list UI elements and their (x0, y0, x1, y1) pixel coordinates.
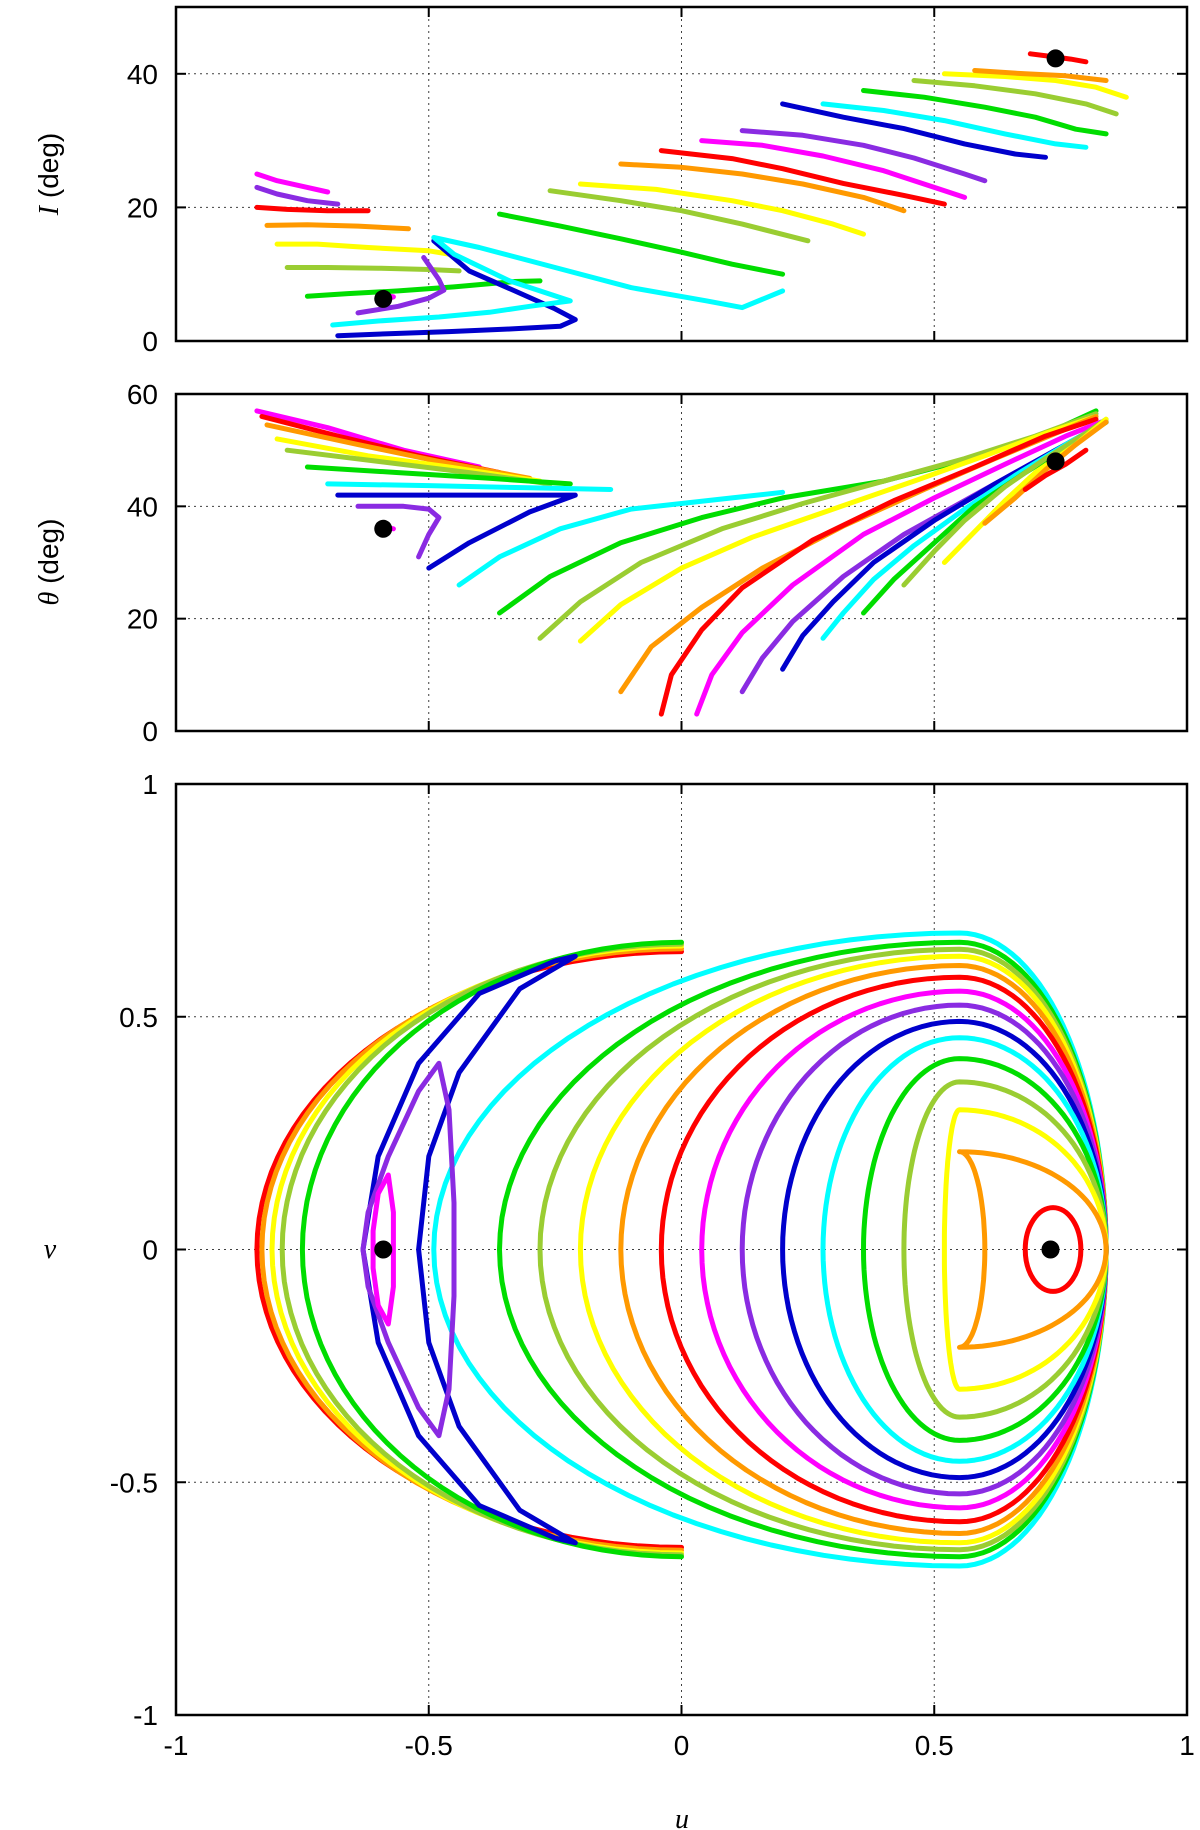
phase-plane-y-tick-label: -1 (133, 1700, 158, 1731)
phase-plane-closed-curve (370, 1172, 396, 1327)
inclination-series-line (941, 71, 1129, 100)
inclination-series-line (547, 188, 811, 244)
phase-plane-y-axis-label: v (44, 1234, 57, 1265)
inclination-y-tick-label: 40 (127, 59, 158, 90)
inclination-equilibrium-point (1046, 49, 1065, 68)
inclination-curves (254, 51, 1129, 339)
inclination-series-line (355, 255, 447, 316)
phase-plane-y-tick-label: 0 (142, 1235, 158, 1266)
inclination-series-line (780, 101, 1048, 160)
inclination-series-line (739, 128, 988, 184)
obliquity-panel: 0 20 40 60 θ (deg) (33, 379, 1189, 747)
obliquity-series-line (325, 481, 614, 492)
inclination-series-line (264, 222, 411, 232)
phase-plane-x-axis-label: u (675, 1804, 689, 1830)
inclination-y-tick-label: 0 (142, 326, 158, 357)
inclination-series-line (911, 78, 1119, 117)
obliquity-series-line (982, 419, 1109, 526)
inclination-markers (374, 49, 1065, 308)
obliquity-grid (176, 394, 1187, 731)
obliquity-series-line (456, 489, 786, 588)
phase-plane-x-tick-label: 0 (674, 1730, 690, 1761)
phase-plane-level-curve (739, 1002, 1109, 1497)
phase-plane-y-tick-label: 0.5 (119, 1002, 158, 1033)
phase-plane-level-curve (957, 1149, 1109, 1350)
inclination-series-line (284, 265, 462, 274)
inclination-series-line (972, 68, 1109, 83)
phase-plane-closed-curve (360, 1060, 457, 1439)
phase-plane-x-tick-label: -0.5 (405, 1730, 453, 1761)
phase-plane-level-curve (299, 939, 684, 1560)
inclination-series-line (254, 171, 331, 195)
inclination-series-line (577, 181, 866, 237)
inclination-series-line (497, 211, 786, 277)
phase-plane-panel: -1 -0.5 0 0.5 1 -1 -0.5 0 0.5 1 v u (44, 769, 1195, 1830)
phase-plane-closed-curve (1022, 1205, 1084, 1294)
obliquity-series-line (304, 464, 573, 487)
obliquity-markers (374, 452, 1065, 538)
phase-plane-y-tick-label: -0.5 (110, 1467, 158, 1498)
inclination-panel: 0 20 40 I (deg) (33, 5, 1189, 357)
obliquity-equilibrium-point (374, 519, 393, 538)
obliquity-series-line (658, 416, 1099, 717)
phase-plane-equilibrium-point (1041, 1240, 1060, 1259)
obliquity-y-tick-label: 60 (127, 379, 158, 410)
inclination-series-line (618, 161, 907, 214)
obliquity-ticks: 0 20 40 60 (127, 379, 1188, 747)
inclination-series-line (335, 238, 578, 339)
obliquity-curves (254, 408, 1109, 717)
inclination-y-axis-label: I (deg) (33, 133, 65, 216)
phase-plane-grid (176, 784, 1187, 1715)
obliquity-y-tick-label: 0 (142, 716, 158, 747)
phase-plane-level-curve (820, 1035, 1109, 1464)
obliquity-series-line (694, 419, 1104, 717)
inclination-equilibrium-point (374, 289, 393, 308)
phase-plane-level-curve (861, 1056, 1109, 1443)
phase-plane-level-curve (279, 941, 684, 1558)
obliquity-y-tick-label: 40 (127, 491, 158, 522)
inclination-series-line (699, 138, 968, 200)
obliquity-series-line (335, 492, 578, 571)
inclination-series-line (820, 101, 1089, 150)
inclination-series-line (274, 241, 452, 257)
obliquity-y-tick-label: 20 (127, 604, 158, 635)
phase-plane-markers (374, 1240, 1060, 1259)
inclination-series-line (254, 204, 371, 214)
phase-plane-curves (254, 930, 1109, 1569)
inclination-y-tick-label: 20 (127, 192, 158, 223)
inclination-series-line (254, 184, 341, 207)
obliquity-series-line (577, 414, 1099, 644)
phase-plane-equilibrium-point (374, 1240, 393, 1259)
phase-plane-level-curve (780, 1018, 1109, 1481)
inclination-series-line (658, 148, 947, 207)
inclination-series-line (330, 235, 786, 328)
phase-plane-x-tick-label: 1 (1179, 1730, 1195, 1761)
phase-plane-closed-curve (360, 953, 578, 1546)
obliquity-series-line (355, 503, 442, 560)
phase-plane-ticks: -1 -0.5 0 0.5 1 -1 -0.5 0 0.5 1 (110, 769, 1195, 1761)
obliquity-y-axis-label: θ (deg) (33, 519, 65, 606)
obliquity-equilibrium-point (1046, 452, 1065, 471)
phase-plane-y-tick-label: 1 (142, 769, 158, 800)
phase-plane-x-tick-label: -1 (164, 1730, 189, 1761)
inclination-ticks: 0 20 40 (127, 7, 1188, 357)
inclination-grid (176, 7, 1187, 341)
phase-plane-x-tick-label: 0.5 (915, 1730, 954, 1761)
inclination-series-line (861, 88, 1109, 137)
phase-plane-level-curve (941, 1107, 1109, 1392)
phase-plane-level-curve (901, 1079, 1109, 1420)
obliquity-series-line (264, 422, 533, 481)
